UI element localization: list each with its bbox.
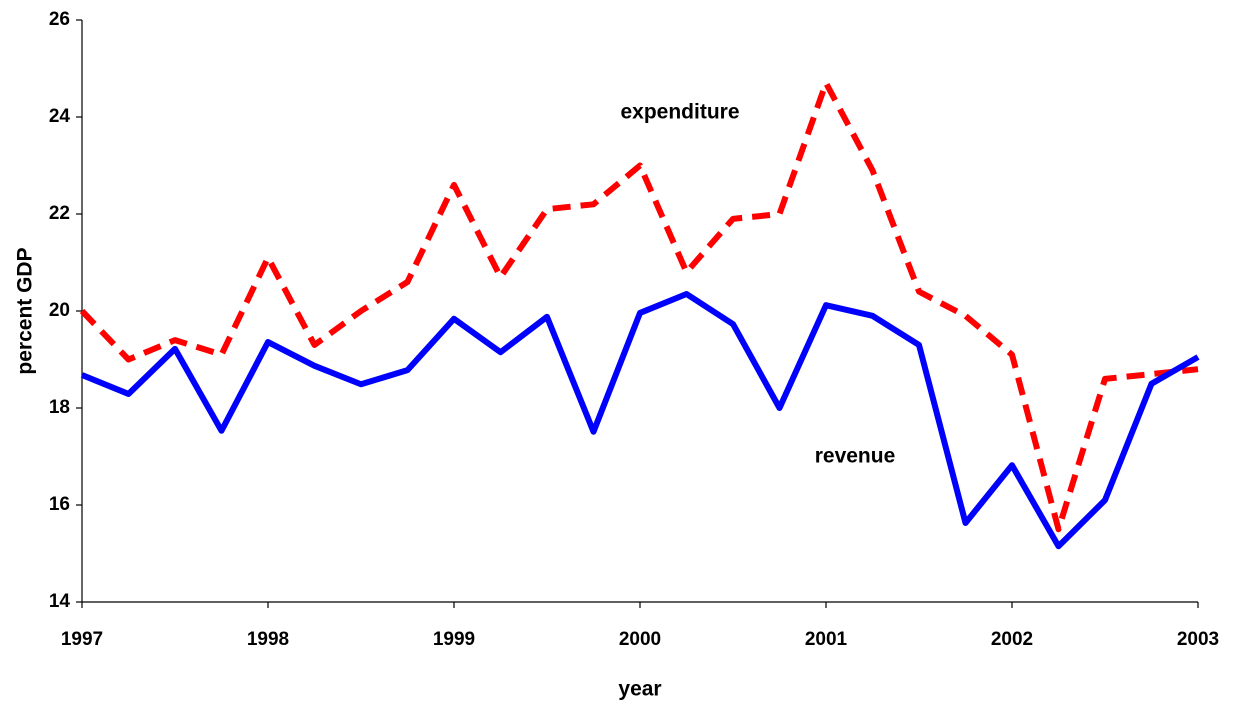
x-tick-label: 2001 bbox=[805, 629, 848, 650]
series-label: revenue bbox=[815, 445, 896, 468]
y-axis-label: percent GDP bbox=[14, 247, 37, 374]
x-tick-label: 2002 bbox=[991, 629, 1033, 650]
series-line bbox=[79, 80, 1199, 533]
x-tick-label: 1997 bbox=[61, 629, 103, 650]
y-tick-label: 20 bbox=[49, 300, 70, 321]
y-tick-label: 22 bbox=[49, 203, 70, 224]
y-tick-label: 16 bbox=[49, 494, 70, 515]
series-label: expenditure bbox=[620, 101, 739, 124]
x-tick-label: 2003 bbox=[1177, 629, 1219, 650]
x-tick-label: 1999 bbox=[433, 629, 475, 650]
y-tick-label: 18 bbox=[49, 397, 70, 418]
y-tick-label: 26 bbox=[49, 9, 70, 30]
y-tick-label: 24 bbox=[49, 106, 71, 127]
series-line bbox=[80, 291, 1200, 550]
y-tick-label: 14 bbox=[49, 591, 71, 612]
x-axis-label: year bbox=[618, 678, 661, 701]
x-tick-label: 1998 bbox=[247, 629, 289, 650]
x-tick-label: 2000 bbox=[619, 629, 661, 650]
